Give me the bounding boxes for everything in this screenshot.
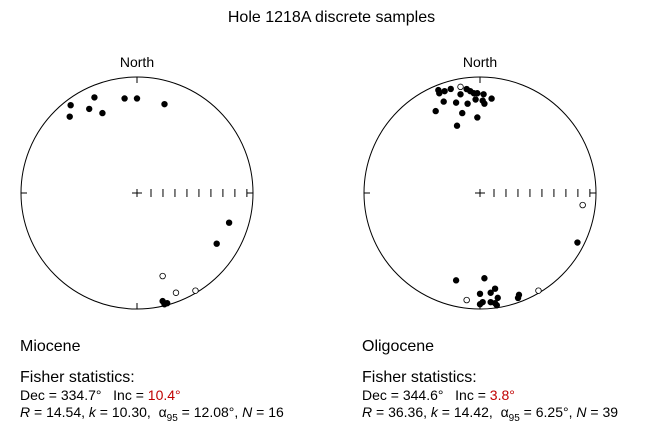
data-point-lower-hemisphere [464,100,471,107]
data-point-lower-hemisphere [133,95,141,102]
data-point-lower-hemisphere [225,219,233,226]
data-point-lower-hemisphere [163,300,171,307]
alpha-symbol: α [158,404,167,420]
data-point-lower-hemisphere [121,95,128,102]
fisher-params-oligocene: R = 36.36, k = 14.42, α95 = 6.25°, N = 3… [362,404,618,424]
data-point-lower-hemisphere [494,294,501,302]
alpha-subscript: 95 [508,412,520,424]
fisher-params-miocene: R = 14.54, k = 10.30, α95 = 12.08°, N = … [20,404,284,424]
data-point-lower-hemisphere [493,302,501,309]
data-point-lower-hemisphere [453,122,461,129]
data-point-lower-hemisphere [457,91,464,98]
dec-inc-line-oligocene: Dec = 344.6° Inc = 3.8° [362,387,515,403]
north-label: North [463,54,497,70]
alpha-symbol: α [500,404,509,420]
r-symbol: R [362,404,373,420]
data-point-lower-hemisphere [459,109,466,117]
dec-value: Dec = 344.6° [362,387,444,403]
data-point-lower-hemisphere [213,240,220,247]
alpha-value: = 6.25°, [519,404,577,420]
data-point-lower-hemisphere [474,114,481,121]
data-point-lower-hemisphere [99,109,106,117]
data-point-upper-hemisphere [457,83,464,91]
data-point-upper-hemisphere [159,272,166,280]
inc-label: Inc = [113,387,148,403]
data-point-lower-hemisphere [480,91,487,98]
n-value: = 16 [252,404,284,420]
data-point-lower-hemisphere [441,87,448,95]
fisher-heading-oligocene: Fisher statistics: [362,369,477,386]
stereonet-oligocene: North [363,54,597,310]
north-label: North [120,54,154,70]
r-value: = 36.36, [372,404,431,420]
alpha-subscript: 95 [166,412,178,424]
data-point-lower-hemisphere [476,290,484,298]
data-point-lower-hemisphere [452,277,460,284]
k-value: = 10.30, [95,404,155,420]
data-point-lower-hemisphere [86,105,93,113]
data-point-lower-hemisphere [447,85,454,93]
dec-value: Dec = 334.7° [20,387,102,403]
data-point-upper-hemisphere [463,296,470,304]
data-point-lower-hemisphere [472,96,479,103]
data-point-lower-hemisphere [440,98,447,105]
data-point-upper-hemisphere [192,287,199,294]
data-point-lower-hemisphere [491,285,499,292]
k-value: = 14.42, [437,404,497,420]
data-point-lower-hemisphere [432,107,439,115]
stereonet-miocene: North [20,54,254,310]
data-point-upper-hemisphere [172,289,180,296]
dec-inc-line-miocene: Dec = 334.7° Inc = 10.4° [20,387,181,403]
data-point-lower-hemisphere [91,94,98,101]
data-point-upper-hemisphere [579,201,586,209]
inc-value: 3.8° [489,387,515,403]
period-label-oligocene: Oligocene [362,338,435,355]
inc-label: Inc = [455,387,490,403]
figure-title: Hole 1218A discrete samples [227,9,436,26]
k-symbol: k [430,404,438,420]
r-value: = 14.54, [30,404,89,420]
data-point-upper-hemisphere [535,287,542,294]
data-point-lower-hemisphere [574,239,581,246]
data-point-lower-hemisphere [487,289,494,296]
n-symbol: N [242,404,253,420]
data-point-lower-hemisphere [66,113,73,120]
inc-value: 10.4° [147,387,181,403]
data-point-lower-hemisphere [474,90,481,97]
data-point-lower-hemisphere [488,95,495,102]
data-point-lower-hemisphere [481,275,488,282]
data-point-lower-hemisphere [67,101,74,109]
data-point-lower-hemisphere [514,294,522,302]
alpha-value: = 12.08°, [177,404,243,420]
data-point-lower-hemisphere [481,100,488,107]
data-point-lower-hemisphere [452,99,460,106]
data-point-lower-hemisphere [436,90,443,97]
data-point-lower-hemisphere [476,301,484,308]
k-symbol: k [88,404,96,420]
r-symbol: R [20,404,31,420]
period-label-miocene: Miocene [20,338,81,355]
fisher-heading-miocene: Fisher statistics: [20,369,135,386]
n-value: = 39 [586,404,619,420]
data-point-lower-hemisphere [161,100,168,108]
n-symbol: N [576,404,587,420]
